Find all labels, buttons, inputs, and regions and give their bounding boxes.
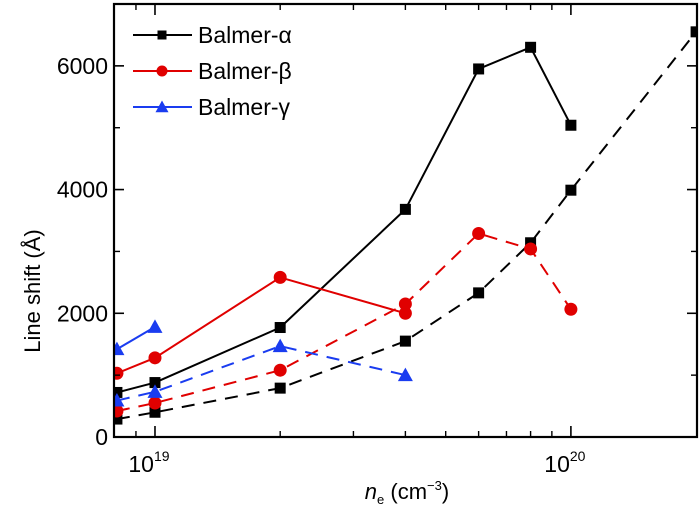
x-axis-title: ne (cm−3) [365, 478, 449, 507]
legend-label: Balmer-β [198, 58, 292, 84]
series-balmer-solid [114, 319, 163, 356]
x-axis-ticks: 1019 1020 [128, 4, 586, 477]
x-axis-title-close: ) [442, 479, 449, 504]
data-point-triangle [397, 367, 413, 382]
x-tick-base: 10 [128, 451, 154, 477]
data-point-triangle [147, 319, 163, 333]
data-point-square [690, 26, 697, 38]
x-axis-title-sub: e [377, 492, 384, 507]
legend-marker-triangle [155, 100, 169, 113]
y-tick-label: 2000 [57, 300, 108, 326]
series-balmer-dashed [114, 226, 578, 418]
x-tick-exp: 19 [154, 448, 170, 464]
legend-entry: Balmer-α [133, 22, 292, 48]
series-balmer-dashed [114, 26, 697, 425]
series-balmer-solid [114, 270, 412, 380]
legend-entry: Balmer-γ [133, 94, 291, 120]
data-point-square [114, 386, 123, 398]
data-point-circle [148, 351, 162, 365]
data-point-square [149, 406, 161, 418]
data-point-square [149, 377, 161, 389]
x-axis-title-sup: −3 [427, 478, 442, 493]
data-point-square [399, 203, 411, 215]
series-balmer-solid [114, 41, 577, 398]
y-axis-ticks: 0 2000 4000 6000 [57, 53, 697, 450]
series-line [116, 326, 156, 351]
x-tick-label: 1019 [128, 448, 169, 477]
legend: Balmer-α Balmer-β Balmer-γ [133, 22, 292, 120]
series-line [116, 46, 572, 394]
data-point-square [473, 63, 485, 75]
data-point-circle [398, 297, 412, 311]
legend-label: Balmer-α [198, 22, 292, 48]
data-point-circle [114, 404, 124, 418]
series-line [116, 276, 406, 375]
data-point-circle [114, 366, 124, 380]
data-point-square [525, 41, 537, 53]
data-point-square [114, 413, 123, 425]
legend-marker-circle [156, 65, 168, 77]
data-point-triangle [147, 384, 163, 398]
data-point-circle [524, 242, 538, 256]
series-layer [114, 26, 697, 425]
y-tick-label: 6000 [57, 53, 108, 79]
series-line [116, 232, 572, 412]
x-axis-title-var: n [365, 479, 377, 504]
x-tick-exp: 20 [570, 448, 586, 464]
series-line [116, 31, 697, 421]
data-point-square [399, 335, 411, 347]
data-point-triangle [114, 341, 125, 356]
data-point-square [274, 382, 286, 394]
x-axis-title-unit: (cm [384, 479, 427, 504]
legend-marker-square [157, 30, 167, 40]
data-point-square [565, 184, 577, 196]
x-tick-base: 10 [544, 451, 570, 477]
data-point-circle [472, 226, 486, 240]
x-tick-label: 1020 [544, 448, 585, 477]
data-point-circle [398, 306, 412, 320]
legend-label: Balmer-γ [198, 94, 291, 120]
legend-entry: Balmer-β [133, 58, 292, 84]
data-point-triangle [272, 338, 288, 353]
data-point-square [565, 119, 577, 131]
data-point-square [274, 322, 286, 334]
data-point-circle [148, 396, 162, 410]
data-point-square [473, 287, 485, 299]
data-point-circle [273, 270, 287, 284]
series-balmer-dashed [114, 338, 413, 407]
y-tick-label: 0 [95, 424, 108, 450]
y-axis-title: Line shift (Å) [20, 229, 45, 353]
data-point-triangle [114, 393, 125, 407]
data-point-circle [273, 363, 287, 377]
data-point-circle [564, 302, 578, 316]
y-tick-label: 4000 [57, 177, 108, 203]
